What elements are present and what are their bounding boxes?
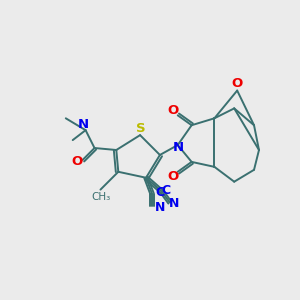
Text: N: N [78,118,89,131]
Text: O: O [232,77,243,90]
Text: N: N [155,201,165,214]
Text: C: C [155,186,164,199]
Text: O: O [71,155,82,168]
Text: CH₃: CH₃ [92,192,111,202]
Text: O: O [167,104,178,117]
Text: N: N [173,140,184,154]
Text: N: N [169,197,179,210]
Text: O: O [167,170,178,183]
Text: S: S [136,122,146,135]
Text: C: C [161,184,170,197]
